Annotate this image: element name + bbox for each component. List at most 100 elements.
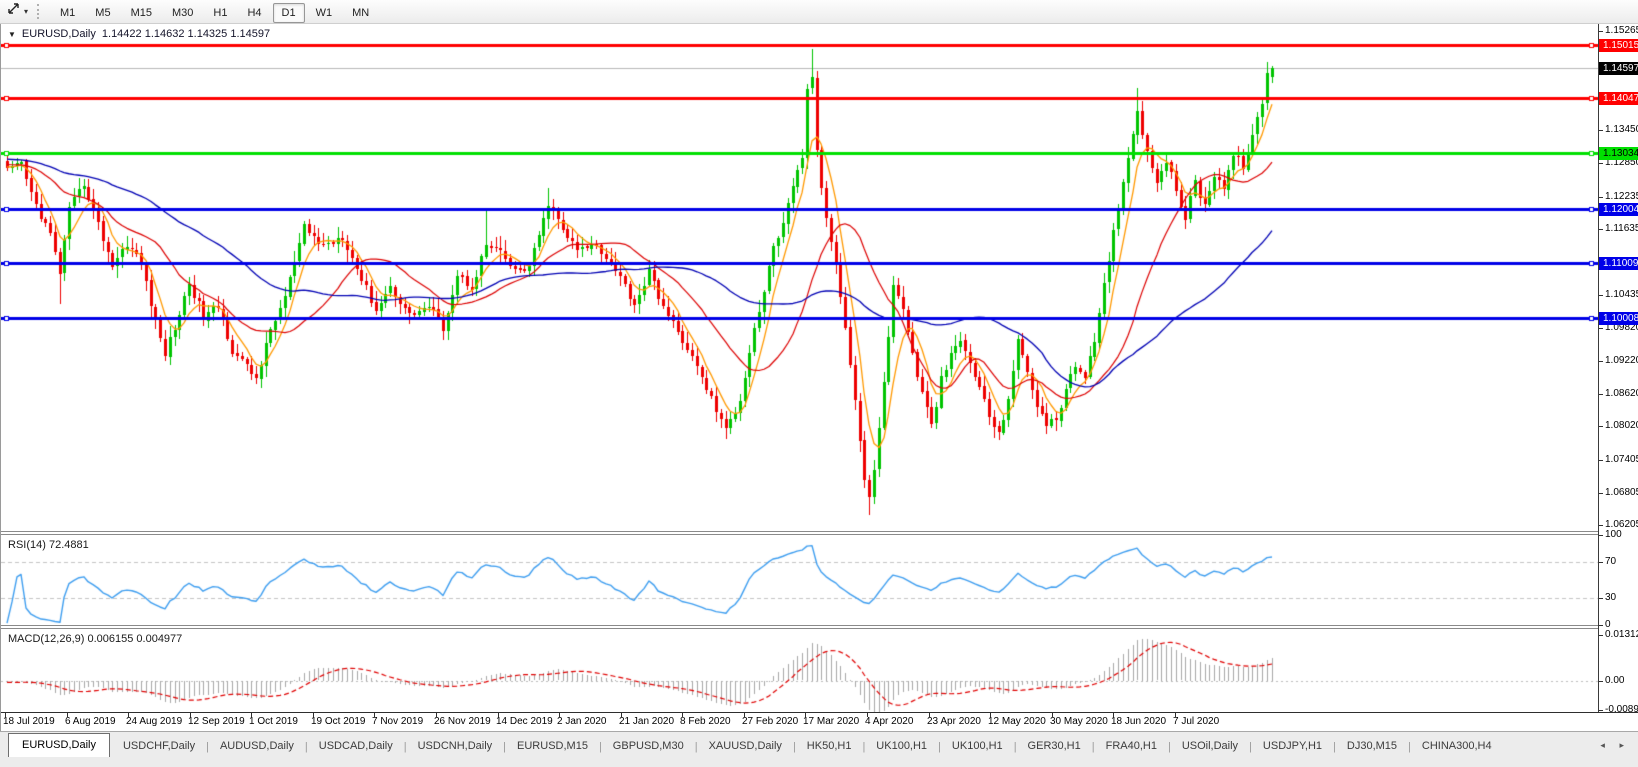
timeframe-button-d1[interactable]: D1 bbox=[272, 2, 305, 23]
tab-separator: | bbox=[938, 740, 941, 753]
chart-tab-usdcad-daily[interactable]: USDCAD,Daily bbox=[318, 740, 393, 752]
timeframe-button-m30[interactable]: M30 bbox=[171, 6, 194, 19]
chart-tab-fra40-h1[interactable]: FRA40,H1 bbox=[1105, 740, 1157, 752]
timeframe-buttons: M1 M5 M15 M30 H1 H4 D1 W1 MN bbox=[50, 2, 379, 23]
chart-tab-uk100-h1[interactable]: UK100,H1 bbox=[876, 740, 928, 752]
timeframe-button-h1[interactable]: H1 bbox=[213, 6, 228, 19]
chart-tab-usdcnh-daily[interactable]: USDCNH,Daily bbox=[417, 740, 493, 752]
scale-tick bbox=[1599, 681, 1603, 682]
timeframe-button-m5[interactable]: M5 bbox=[95, 6, 111, 19]
scale-tick-label: 70 bbox=[1605, 556, 1617, 567]
time-tick bbox=[1175, 713, 1176, 717]
time-tick bbox=[128, 713, 129, 717]
timeframe-button-mn[interactable]: MN bbox=[352, 6, 370, 19]
tab-scroll-arrows: ◂ ▸ bbox=[1600, 740, 1630, 751]
chart-tab-eurusd-m15[interactable]: EURUSD,M15 bbox=[517, 740, 588, 752]
time-axis[interactable]: 18 Jul 2019 6 Aug 2019 24 Aug 2019 12 Sep 2… bbox=[1, 712, 1638, 731]
main-price-pane[interactable] bbox=[1, 24, 1598, 531]
level-price-label: 1.14047 bbox=[1599, 92, 1638, 105]
time-tick-label: 23 Apr 2020 bbox=[927, 716, 981, 727]
tab-separator: | bbox=[792, 740, 796, 753]
timeframe-button-h4[interactable]: H4 bbox=[247, 6, 262, 19]
scale-tick-label: 1.06205 bbox=[1605, 519, 1638, 530]
scale-tick-label: -0.00893 bbox=[1605, 704, 1638, 715]
time-tick-label: 8 Feb 2020 bbox=[680, 716, 731, 727]
scale-tick-label: 1.08620 bbox=[1605, 388, 1638, 399]
pane-separator[interactable] bbox=[1, 625, 1638, 629]
time-tick bbox=[190, 713, 191, 717]
scale-tick bbox=[1599, 525, 1603, 526]
price-scale[interactable]: 1.15265 1.13450 1.12850 1.12235 1.11635 1.104… bbox=[1599, 24, 1638, 715]
chart-tab-gbpusd-m30[interactable]: GBPUSD,M30 bbox=[612, 740, 684, 752]
price-axis-line bbox=[1598, 24, 1599, 712]
timeframe-button-m1[interactable]: M1 bbox=[60, 6, 76, 19]
time-tick-label: 1 Oct 2019 bbox=[249, 716, 298, 727]
chart-tab-china300-h4[interactable]: CHINA300,H4 bbox=[1421, 740, 1492, 752]
tab-separator: | bbox=[1249, 740, 1252, 753]
tab-separator: | bbox=[862, 740, 866, 753]
time-tick-label: 7 Nov 2019 bbox=[372, 716, 424, 727]
tab-separator: | bbox=[403, 740, 407, 753]
scale-tick-label: 1.09220 bbox=[1605, 355, 1638, 366]
macd-label: MACD(12,26,9) 0.006155 0.004977 bbox=[8, 633, 183, 645]
tab-scroll-right-icon[interactable]: ▸ bbox=[1619, 740, 1630, 750]
tab-separator: | bbox=[503, 740, 507, 753]
macd-indicator-pane[interactable] bbox=[1, 629, 1598, 712]
time-tick bbox=[805, 713, 806, 717]
scale-tick bbox=[1599, 493, 1603, 494]
time-tick-label: 19 Oct 2019 bbox=[311, 716, 366, 727]
time-tick bbox=[251, 713, 252, 717]
scale-tick bbox=[1599, 426, 1603, 427]
scale-tick bbox=[1599, 460, 1603, 461]
scale-tick-label: 1.07405 bbox=[1605, 454, 1638, 465]
scale-tick bbox=[1599, 163, 1603, 164]
scale-tick bbox=[1599, 295, 1603, 296]
time-tick-label: 30 May 2020 bbox=[1050, 716, 1108, 727]
time-tick bbox=[621, 713, 622, 717]
level-price-label: 1.12004 bbox=[1599, 203, 1638, 216]
time-tick-label: 6 Aug 2019 bbox=[65, 716, 116, 727]
chart-tab-usdjpy-h1[interactable]: USDJPY,H1 bbox=[1262, 740, 1323, 752]
scale-tick bbox=[1599, 197, 1603, 198]
tab-scroll-left-icon[interactable]: ◂ bbox=[1600, 740, 1611, 750]
chart-tab-usdchf-daily[interactable]: USDCHF,Daily bbox=[122, 740, 196, 752]
time-tick bbox=[929, 713, 930, 717]
scale-tick-label: 1.12850 bbox=[1605, 157, 1638, 168]
chart-tab-hk50-h1[interactable]: HK50,H1 bbox=[806, 740, 852, 752]
pane-separator[interactable] bbox=[1, 531, 1638, 535]
rsi-indicator-pane[interactable] bbox=[1, 535, 1598, 625]
scale-tick-label: 100 bbox=[1605, 529, 1622, 540]
time-tick bbox=[374, 713, 375, 717]
time-tick bbox=[1052, 713, 1053, 717]
chart-tab-eurusd-daily[interactable]: EURUSD,Daily bbox=[8, 733, 110, 757]
scale-tick-label: 1.09820 bbox=[1605, 322, 1638, 333]
time-tick bbox=[67, 713, 68, 717]
crosshair-draw-tool-button[interactable]: ▾ bbox=[4, 1, 30, 22]
timeframe-button-w1[interactable]: W1 bbox=[315, 6, 333, 19]
chart-tab-ger30-h1[interactable]: GER30,H1 bbox=[1027, 740, 1081, 752]
tab-separator: | bbox=[1013, 740, 1017, 753]
level-price-label: 1.15015 bbox=[1599, 39, 1638, 52]
chart-tab-dj30-m15[interactable]: DJ30,M15 bbox=[1346, 740, 1398, 752]
scale-tick bbox=[1599, 394, 1603, 395]
scale-tick bbox=[1599, 562, 1603, 563]
scale-tick bbox=[1599, 598, 1603, 599]
chart-tab-audusd-daily[interactable]: AUDUSD,Daily bbox=[219, 740, 294, 752]
crosshair-draw-icon bbox=[6, 2, 22, 21]
chevron-down-icon[interactable]: ▾ bbox=[24, 7, 29, 16]
current-price-label: 1.14597 bbox=[1599, 62, 1638, 75]
time-tick-label: 18 Jul 2019 bbox=[3, 716, 55, 727]
periodicity-toolbar: ▾ M1 M5 M15 M30 H1 H4 D1 W1 MN bbox=[0, 0, 1638, 24]
triangle-down-icon[interactable]: ▼ bbox=[8, 29, 16, 39]
time-tick bbox=[990, 713, 991, 717]
chart-tab-xauusd-daily[interactable]: XAUUSD,Daily bbox=[708, 740, 782, 752]
timeframe-button-m15[interactable]: M15 bbox=[130, 6, 152, 19]
scale-tick-label: 30 bbox=[1605, 592, 1617, 603]
toolbar-grip-handle[interactable] bbox=[37, 4, 42, 19]
time-tick bbox=[313, 713, 314, 717]
chart-tab-uk100-h1[interactable]: UK100,H1 bbox=[951, 740, 1003, 752]
level-price-label: 1.11009 bbox=[1599, 257, 1638, 270]
chart-tab-usoil-daily[interactable]: USOil,Daily bbox=[1181, 740, 1239, 752]
chart-area: ▼ EURUSD,Daily 1.14422 1.14632 1.14325 1… bbox=[0, 24, 1638, 731]
